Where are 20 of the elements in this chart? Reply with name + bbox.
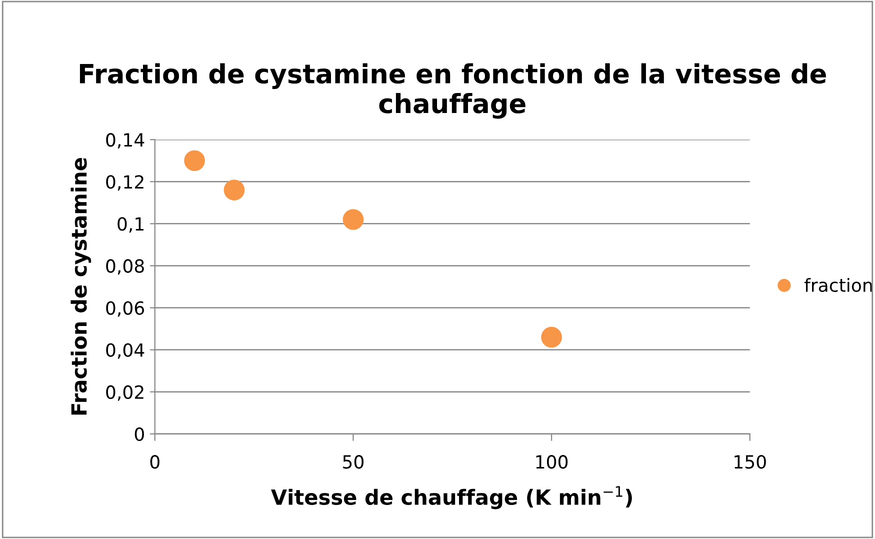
y-tick-label: 0,14	[106, 133, 144, 149]
x-tick-label: 100	[536, 455, 568, 469]
point	[342, 209, 364, 230]
x-tick-label: 150	[734, 455, 766, 469]
y-tick-label: 0,1	[118, 217, 144, 233]
x-tick-label: 50	[343, 455, 364, 469]
x-axis-title: Vitesse de chauffage (K min$^{−1}$)	[271, 486, 632, 510]
y-tick-label: 0,04	[106, 343, 144, 359]
point	[224, 180, 245, 200]
chart-title: Fraction de cystamine en fonction de la vitesse de chauffage	[80, 63, 826, 119]
legend-label: fraction	[804, 278, 872, 292]
y-tick-label: 0,06	[106, 301, 144, 317]
point	[184, 150, 205, 172]
point	[541, 326, 562, 348]
y-tick-label: 0,08	[106, 259, 144, 275]
y-tick-label: 0,12	[106, 175, 144, 191]
y-tick-label: 0	[134, 427, 144, 442]
y-axis-title: Fraction de cystamine	[70, 158, 92, 415]
y-tick-label: 0,02	[106, 385, 144, 401]
x-tick-label: 0	[150, 455, 160, 469]
